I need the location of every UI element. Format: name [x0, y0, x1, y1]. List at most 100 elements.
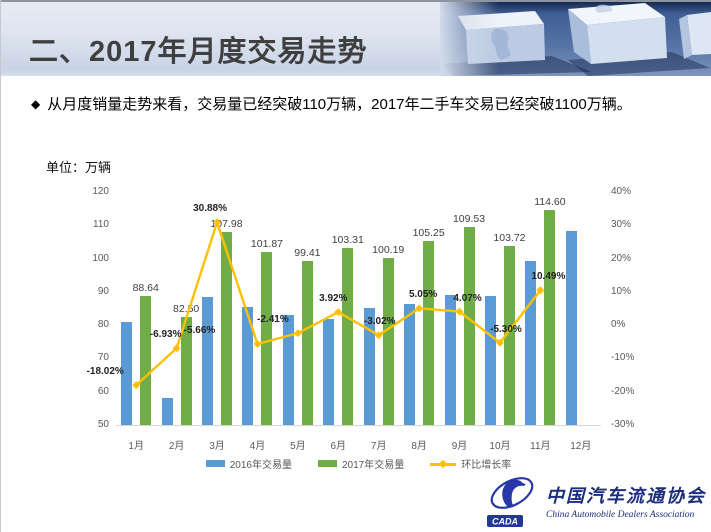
bar-value-label: 101.87	[250, 238, 284, 251]
right-axis-tick: -30%	[611, 419, 635, 430]
growth-label: -5.30%	[490, 323, 522, 335]
right-axis-tick: 40%	[611, 186, 632, 197]
bar-2017年交易量	[503, 246, 515, 425]
cubes-graphic	[440, 2, 711, 76]
left-axis-tick: 90	[97, 285, 109, 297]
x-axis-label: 8月	[411, 441, 427, 452]
x-axis-label: 5月	[290, 441, 306, 452]
left-axis-tick: 100	[92, 252, 109, 264]
bar-2016年交易量	[525, 260, 537, 425]
legend-label: 2017年交易量	[342, 460, 405, 471]
legend-swatch-line	[430, 459, 457, 469]
bar-2017年交易量	[342, 247, 354, 425]
x-axis-label: 10月	[489, 441, 511, 452]
bar-2017年交易量	[261, 252, 273, 425]
x-axis-line	[116, 425, 601, 426]
x-axis-label: 12月	[570, 441, 592, 452]
bar-2016年交易量	[404, 303, 416, 425]
right-axis-tick: -10%	[611, 352, 635, 364]
line-marker-icon	[536, 286, 545, 295]
growth-label: 10.49%	[531, 271, 566, 283]
chart-legend: 2016年交易量 2017年交易量 环比增长率	[116, 456, 601, 471]
x-axis-label: 7月	[370, 441, 387, 452]
cada-logo: CADA 中国汽车流通协会 China Automobile Dealers A…	[484, 474, 706, 528]
growth-label: -2.41%	[257, 314, 289, 326]
right-axis-tick: 0%	[611, 319, 626, 331]
bar-value-label: 100.19	[372, 243, 405, 256]
growth-label: 4.07%	[453, 292, 482, 304]
bar-2016年交易量	[121, 321, 133, 425]
bar-2017年交易量	[544, 209, 556, 425]
bar-2017年交易量	[382, 257, 394, 425]
bar-2016年交易量	[242, 306, 254, 425]
growth-label: 5.05%	[408, 289, 438, 301]
x-axis-label: 2月	[168, 441, 185, 452]
growth-label: 30.88%	[193, 203, 227, 215]
bullet-diamond-icon: ◆	[31, 97, 41, 111]
x-axis-label: 1月	[128, 441, 144, 452]
left-axis-tick: 120	[92, 186, 109, 197]
left-axis-tick: 80	[97, 319, 109, 331]
x-axis-label: 11月	[530, 441, 551, 452]
bar-2016年交易量	[161, 398, 173, 425]
logo-name-en: China Automobile Dealers Association	[546, 510, 695, 520]
cada-badge-text: CADA	[492, 517, 518, 527]
bar-value-label: 103.31	[331, 233, 364, 246]
bar-2016年交易量	[282, 315, 294, 425]
growth-label: -6.93%	[149, 329, 182, 341]
bar-value-label: 105.25	[412, 227, 445, 240]
legend-swatch-bar	[318, 460, 337, 467]
title-bar: 二、2017年月度交易走势	[1, 0, 711, 76]
legend-item: 2017年交易量	[318, 456, 404, 471]
growth-label: -5.66%	[183, 324, 216, 336]
bar-2017年交易量	[221, 232, 233, 425]
left-axis-tick: 50	[97, 419, 109, 430]
growth-label: 3.92%	[319, 293, 348, 305]
right-axis-tick: -20%	[611, 385, 635, 397]
logo-name-cn: 中国汽车流通协会	[546, 486, 706, 506]
bar-2017年交易量	[463, 226, 475, 425]
cubes-image	[440, 2, 711, 76]
bar-2016年交易量	[323, 318, 335, 425]
bar-2017年交易量	[301, 260, 313, 425]
bar-value-label: 88.64	[132, 282, 159, 295]
legend-label: 2016年交易量	[229, 460, 292, 471]
bar-2016年交易量	[565, 231, 577, 425]
left-axis-tick: 60	[97, 385, 109, 397]
bar-value-label: 103.72	[493, 232, 526, 245]
x-axis-label: 9月	[451, 441, 468, 452]
bar-value-label: 114.60	[534, 195, 566, 208]
bar-2017年交易量	[140, 296, 152, 425]
legend-item: 2016年交易量	[205, 456, 292, 471]
logo-text: 中国汽车流通协会 China Automobile Dealers Associ…	[546, 482, 706, 520]
growth-label: -3.02%	[363, 316, 396, 328]
legend-label: 环比增长率	[461, 460, 512, 471]
line-marker-icon	[374, 331, 383, 340]
right-axis-tick: 20%	[611, 252, 632, 264]
right-axis-tick: 30%	[611, 219, 632, 231]
bar-value-label: 99.41	[294, 246, 321, 259]
left-axis-tick: 70	[97, 352, 109, 364]
line-marker-icon	[455, 307, 464, 316]
legend-item: 环比增长率	[430, 456, 511, 471]
bullet-row: ◆ 从月度销量走势来看，交易量已经突破110万辆，2017年二手车交易已经突破11…	[31, 95, 697, 115]
line-marker-icon	[293, 329, 302, 338]
line-marker-icon	[172, 344, 181, 353]
bar-2016年交易量	[202, 296, 214, 425]
line-marker-icon	[334, 308, 343, 317]
bar-2016年交易量	[484, 295, 496, 425]
line-marker-icon	[495, 338, 504, 347]
bar-value-label: 109.53	[452, 212, 486, 225]
cada-emblem-icon: CADA	[487, 477, 534, 527]
x-axis-label: 3月	[209, 441, 225, 452]
bar-2016年交易量	[363, 307, 375, 425]
line-marker-icon	[213, 218, 222, 227]
x-axis-label: 6月	[330, 441, 347, 452]
x-axis-label: 4月	[249, 441, 266, 452]
page-title: 二、2017年月度交易走势	[29, 36, 368, 68]
legend-swatch-bar	[205, 460, 225, 467]
line-marker-icon	[132, 381, 141, 390]
